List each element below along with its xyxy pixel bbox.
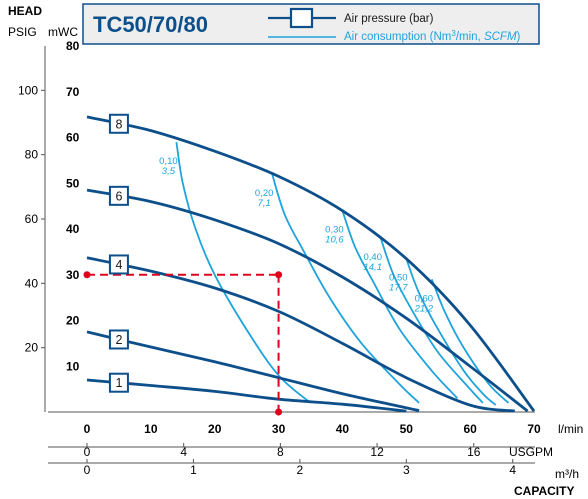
mwc-tick-label: 40 xyxy=(66,222,80,236)
air-pressure-line xyxy=(86,115,536,412)
air-bar-label: 0,20 xyxy=(255,188,274,199)
y-header-label: HEAD xyxy=(8,4,42,18)
air-scfm-label: 17,7 xyxy=(389,283,408,294)
operating-point xyxy=(83,271,283,416)
usgpm-tick-label: 16 xyxy=(467,445,481,459)
pressure-label: 4 xyxy=(115,258,122,272)
operating-point-marker xyxy=(275,271,283,279)
usgpm-tick-label: 4 xyxy=(180,445,187,459)
psig-tick-label: 80 xyxy=(25,148,39,162)
air-scfm-label: 3,5 xyxy=(162,166,176,177)
usgpm-tick-label: 12 xyxy=(370,445,384,459)
x-footer-label: CAPACITY xyxy=(514,484,574,498)
air-consumption-line xyxy=(175,141,312,404)
air-pressure-line xyxy=(86,378,407,413)
legend-label-air-pressure: Air pressure (bar) xyxy=(344,13,434,25)
pressure-label-box xyxy=(108,372,129,393)
legend-square-icon xyxy=(289,7,314,29)
operating-point-marker xyxy=(83,271,91,279)
y-left-unit-label: PSIG xyxy=(8,25,37,39)
y-right-unit-label: mWC xyxy=(48,25,78,39)
x-m3h-unit-label: m³/h xyxy=(555,467,579,481)
pressure-label-box xyxy=(108,254,129,275)
usgpm-tick-label: 8 xyxy=(277,445,284,459)
psig-tick-label: 100 xyxy=(18,83,38,97)
legend-entry-air-consumption: Air consumption (Nm3/min, SCFM) xyxy=(268,29,521,43)
x-usgpm-unit-label: USGPM xyxy=(509,445,553,459)
pressure-label-box xyxy=(108,329,129,350)
psig-tick-label: 60 xyxy=(25,212,39,226)
air-scfm-label: 14,1 xyxy=(363,262,382,273)
air-pressure-line xyxy=(86,188,529,413)
chart-title: TC50/70/80 xyxy=(93,12,208,37)
pressure-label: 2 xyxy=(115,333,122,347)
pressure-label-box xyxy=(108,185,129,206)
air-scfm-label: 10,6 xyxy=(325,235,344,246)
air-pressure-curves xyxy=(86,115,536,413)
m3h-tick-label: 1 xyxy=(190,463,197,477)
legend-entry-air-pressure: Air pressure (bar) xyxy=(268,7,434,29)
lmin-tick-label: 40 xyxy=(336,422,350,436)
air-bar-label: 0,50 xyxy=(389,273,408,284)
pressure-label: 6 xyxy=(115,189,122,203)
lmin-tick-label: 60 xyxy=(463,422,477,436)
m3h-tick-label: 0 xyxy=(84,463,91,477)
mwc-tick-label: 20 xyxy=(66,314,80,328)
lmin-tick-label: 70 xyxy=(527,422,541,436)
mwc-tick-label: 30 xyxy=(66,268,80,282)
lmin-tick-label: 30 xyxy=(272,422,286,436)
air-bar-label: 0,30 xyxy=(325,225,344,236)
air-bar-label: 0,10 xyxy=(159,156,178,167)
air-pressure-line xyxy=(86,256,515,413)
air-consumption-curves xyxy=(175,141,510,406)
operating-point-marker xyxy=(275,408,283,416)
mwc-tick-label: 60 xyxy=(66,131,80,145)
mwc-tick-label: 80 xyxy=(66,39,80,53)
x-lmin-unit-label: l/min xyxy=(558,422,583,436)
air-bar-label: 0,60 xyxy=(415,293,434,304)
psig-tick-label: 20 xyxy=(25,341,39,355)
m3h-tick-label: 4 xyxy=(509,463,516,477)
m3h-tick-label: 2 xyxy=(297,463,304,477)
pressure-label-box xyxy=(108,113,129,134)
pressure-label: 1 xyxy=(115,376,122,390)
psig-tick-label: 40 xyxy=(25,276,39,290)
mwc-tick-label: 50 xyxy=(66,176,80,190)
air-consumption-line xyxy=(271,173,420,404)
air-scfm-label: 21,2 xyxy=(414,303,434,314)
mwc-tick-label: 10 xyxy=(66,359,80,373)
pressure-label: 8 xyxy=(115,117,122,131)
lmin-tick-label: 0 xyxy=(84,422,91,436)
lmin-tick-label: 20 xyxy=(208,422,222,436)
air-pressure-line xyxy=(86,330,420,412)
mwc-tick-label: 70 xyxy=(66,85,80,99)
lmin-tick-label: 50 xyxy=(400,422,414,436)
legend-label-air-consumption: Air consumption (Nm3/min, SCFM) xyxy=(344,29,521,43)
air-consumption-line xyxy=(341,210,459,399)
air-bar-label: 0,40 xyxy=(363,252,382,263)
m3h-tick-label: 3 xyxy=(403,463,410,477)
usgpm-tick-label: 0 xyxy=(84,445,91,459)
lmin-tick-label: 10 xyxy=(144,422,158,436)
air-scfm-label: 7,1 xyxy=(258,198,271,209)
air-consumption-line xyxy=(430,278,510,404)
